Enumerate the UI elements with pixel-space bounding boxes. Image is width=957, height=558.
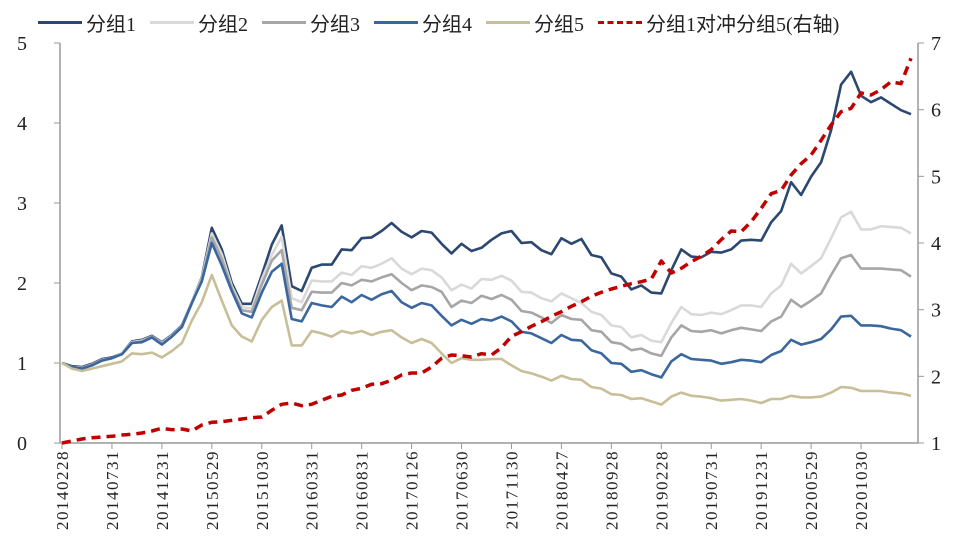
x-tick-label: 20200529 [802, 450, 821, 530]
legend-swatch [150, 21, 194, 24]
legend-swatch [262, 21, 306, 24]
x-tick-label: 20171130 [502, 450, 521, 529]
legend-label: 分组3 [310, 14, 360, 36]
x-tick-label: 20151030 [253, 450, 272, 530]
right-y-tick-label: 5 [931, 166, 941, 188]
x-tick-label: 20191231 [752, 450, 771, 530]
legend-label: 分组5 [534, 14, 584, 36]
left-y-tick-label: 2 [17, 273, 27, 295]
left-y-tick-label: 1 [17, 353, 27, 375]
x-tick-label: 20140228 [53, 450, 72, 530]
left-y-tick-label: 4 [17, 113, 27, 135]
right-y-tick-label: 7 [931, 33, 941, 55]
legend-label: 分组1对冲分组5(右轴) [646, 14, 840, 36]
series-line-4 [61, 241, 912, 379]
legend-swatch [38, 21, 82, 24]
x-tick-label: 20160331 [303, 450, 322, 530]
legend-swatch [486, 21, 530, 24]
x-tick-label: 20201030 [852, 450, 871, 530]
legend-item: 分组5 [486, 8, 584, 37]
right-y-tick-label: 4 [931, 233, 941, 255]
legend-item: 分组1对冲分组5(右轴) [598, 8, 839, 37]
right-y-tick-label: 1 [931, 433, 941, 455]
left-y-tick-label: 0 [17, 433, 27, 455]
right-y-tick-label: 3 [931, 300, 941, 322]
x-tick-label: 20141231 [153, 450, 172, 530]
legend-swatch [374, 21, 418, 24]
right-y-tick-label: 2 [931, 366, 941, 388]
x-tick-label: 20140731 [103, 450, 122, 530]
legend-swatch [598, 21, 642, 24]
legend-item: 分组2 [150, 8, 248, 37]
x-tick-label: 20180928 [602, 450, 621, 530]
left-y-tick-label: 5 [17, 33, 27, 55]
legend-label: 分组1 [86, 14, 136, 36]
series-line-2 [61, 210, 912, 370]
legend-item: 分组1 [38, 8, 136, 37]
legend-item: 分组3 [262, 8, 360, 37]
x-tick-label: 20160831 [353, 450, 372, 530]
legend: 分组1 分组2 分组3 分组4 分组5 分组1对冲分组5(右轴) [38, 8, 839, 37]
series-line-6 [61, 57, 913, 445]
legend-item: 分组4 [374, 8, 472, 37]
x-tick-label: 20190228 [652, 450, 671, 530]
x-tick-label: 20150529 [203, 450, 222, 530]
right-y-tick-label: 6 [931, 100, 941, 122]
series-line-1 [61, 70, 912, 369]
x-tick-label: 20170126 [403, 450, 422, 530]
legend-label: 分组4 [422, 14, 472, 36]
x-tick-label: 20170630 [453, 450, 472, 530]
x-tick-label: 20180427 [552, 450, 571, 530]
left-y-tick-label: 3 [17, 193, 27, 215]
series-line-5 [61, 273, 912, 406]
x-tick-label: 20190731 [702, 450, 721, 530]
legend-label: 分组2 [198, 14, 248, 36]
